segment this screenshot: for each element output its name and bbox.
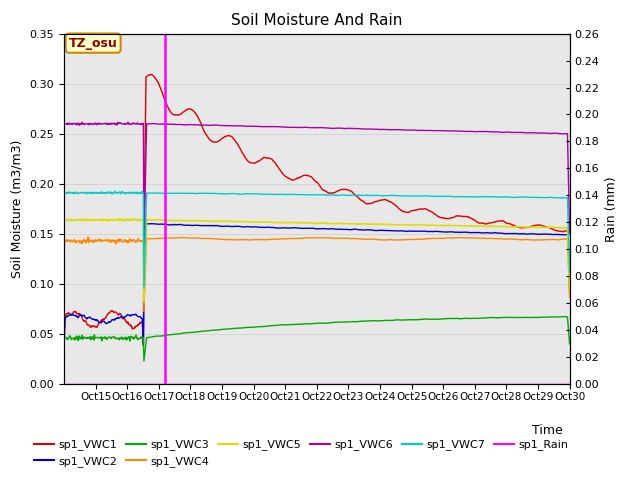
Text: TZ_osu: TZ_osu: [68, 36, 118, 49]
Legend: sp1_VWC1, sp1_VWC2, sp1_VWC3, sp1_VWC4, sp1_VWC5, sp1_VWC6, sp1_VWC7, sp1_Rain: sp1_VWC1, sp1_VWC2, sp1_VWC3, sp1_VWC4, …: [29, 435, 573, 471]
Title: Soil Moisture And Rain: Soil Moisture And Rain: [231, 13, 403, 28]
Text: Time: Time: [532, 424, 563, 437]
Y-axis label: Rain (mm): Rain (mm): [605, 176, 618, 241]
Y-axis label: Soil Moisture (m3/m3): Soil Moisture (m3/m3): [11, 140, 24, 278]
